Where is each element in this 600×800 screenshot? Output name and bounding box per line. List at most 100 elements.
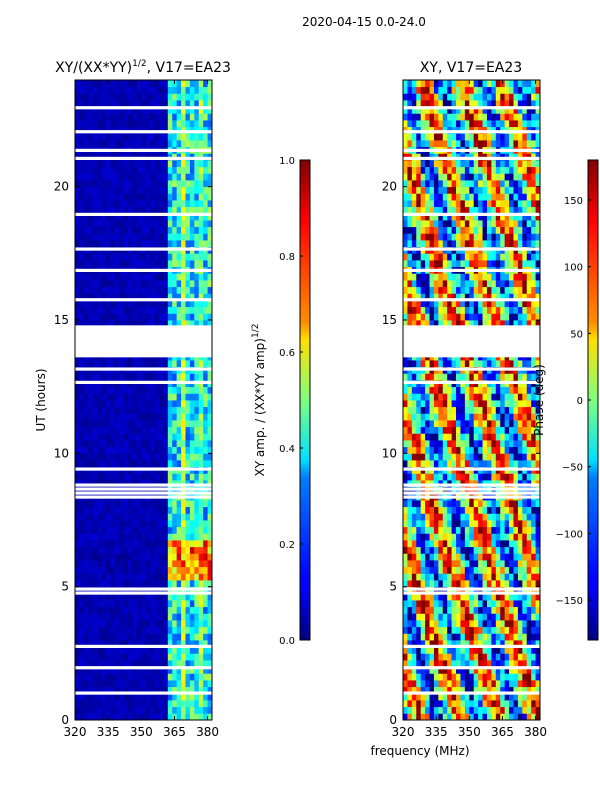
heatmap-cell [407,406,413,414]
heatmap-cell [154,220,160,228]
heatmap-cell [504,446,510,454]
heatmap-cell [101,180,107,188]
heatmap-cell [486,406,492,414]
heatmap-cell [194,500,200,508]
heatmap-cell [158,360,164,368]
heatmap-cell [500,500,506,508]
heatmap-cell [513,360,519,368]
heatmap-cell [167,80,173,88]
heatmap-cell [500,520,506,528]
heatmap-cell [478,386,483,394]
heatmap-cell [403,533,408,541]
heatmap-cell [172,420,178,428]
heatmap-cell [176,180,182,188]
heatmap-cell [123,713,129,720]
heatmap-cell [119,606,125,614]
heatmap-cell [92,200,98,208]
heatmap-cell [456,520,461,528]
heatmap-cell [110,573,116,581]
heatmap-cell [101,653,107,661]
heatmap-cell [189,686,195,694]
heatmap-cell [491,593,497,601]
heatmap-cell [123,640,129,648]
heatmap-cell [128,360,133,368]
heatmap-cell [535,506,540,514]
heatmap-cell [105,453,111,461]
heatmap-cell [207,206,212,214]
heatmap-cell [132,233,138,241]
heatmap-cell [491,426,497,434]
heatmap-cell [526,546,532,554]
heatmap-cell [154,526,160,534]
heatmap-cell [207,633,212,641]
heatmap-cell [114,600,120,608]
heatmap-cell [128,540,133,548]
heatmap-cell [145,280,151,288]
heatmap-cell [128,293,133,301]
heatmap-cell [425,580,430,588]
heatmap-cell [136,640,142,648]
heatmap-cell [438,533,444,541]
heatmap-cell [478,373,483,381]
heatmap-cell [194,600,200,608]
heatmap-cell [438,473,444,481]
heatmap-cell [128,613,133,621]
heatmap-cell [141,220,147,228]
heatmap-cell [504,506,510,514]
heatmap-cell [141,226,147,234]
heatmap-cell [75,240,80,248]
heatmap-cell [181,360,186,368]
heatmap-cell [486,440,492,448]
heatmap-cell [478,660,483,668]
heatmap-cell [119,526,125,534]
heatmap-cell [141,300,147,308]
heatmap-cell [433,460,439,468]
heatmap-cell [438,660,444,668]
heatmap-cell [407,706,413,714]
heatmap-cell [128,526,133,534]
heatmap-cell [469,360,475,368]
heatmap-cell [83,393,89,401]
heatmap-cell [442,646,448,654]
heatmap-cell [517,613,523,621]
heatmap-cell [504,313,510,321]
heatmap-cell [411,666,417,674]
heatmap-cell [517,320,523,328]
heatmap-cell [504,413,510,421]
heatmap-cell [451,700,457,708]
heatmap-cell [185,220,191,228]
heatmap-cell [123,593,129,601]
heatmap-cell [97,280,102,288]
heatmap-cell [75,473,80,481]
heatmap-cell [136,286,142,294]
heatmap-cell [101,700,107,708]
heatmap-cell [447,660,453,668]
heatmap-cell [128,160,133,168]
heatmap-cell [88,520,94,528]
heatmap-cell [469,540,475,548]
heatmap-cell [163,260,169,268]
heatmap-cell [464,620,470,628]
heatmap-cell [79,520,85,528]
heatmap-cell [500,313,506,321]
heatmap-cell [150,600,155,608]
heatmap-cell [460,573,466,581]
heatmap-cell [491,653,497,661]
heatmap-cell [451,606,457,614]
heatmap-cell [110,313,116,321]
heatmap-cell [105,413,111,421]
heatmap-cell [207,626,212,634]
heatmap-cell [469,553,475,561]
heatmap-cell [194,533,200,541]
heatmap-cell [75,546,80,554]
heatmap-cell [141,193,147,201]
heatmap-cell [163,413,169,421]
heatmap-cell [92,120,98,128]
heatmap-cell [194,186,200,194]
heatmap-cell [526,513,532,521]
heatmap-cell [438,313,444,321]
heatmap-cell [114,620,120,628]
heatmap-cell [83,140,89,148]
heatmap-cell [464,533,470,541]
heatmap-cell [136,140,142,148]
